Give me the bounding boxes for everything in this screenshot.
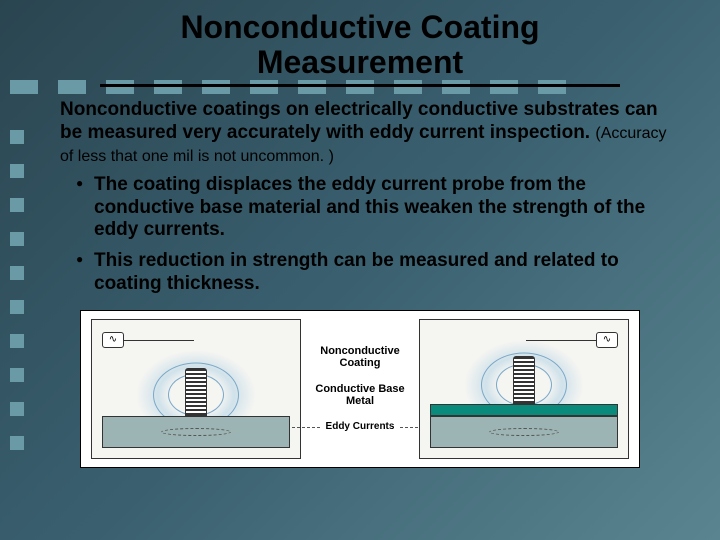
bullet-list: The coating displaces the eddy current p… xyxy=(76,174,660,296)
probe-lead xyxy=(526,340,596,341)
label-eddy-currents: Eddy Currents xyxy=(326,421,395,432)
bullet-item: This reduction in strength can be measur… xyxy=(76,250,660,296)
diagram-panel-right: ∿ xyxy=(419,319,629,459)
diagram-panel-left: ∿ xyxy=(91,319,301,459)
label-coating: Nonconductive Coating xyxy=(301,345,419,369)
diagram-center-labels: Nonconductive Coating Conductive Base Me… xyxy=(301,345,419,432)
slide-content: Nonconductive Coating Measurement Noncon… xyxy=(0,0,720,468)
intro-paragraph: Nonconductive coatings on electrically c… xyxy=(60,99,670,167)
probe-coil-icon xyxy=(185,368,207,416)
coating-layer xyxy=(430,404,618,416)
eddy-current-icon xyxy=(161,428,231,436)
intro-main-text: Nonconductive coatings on electrically c… xyxy=(60,99,658,143)
probe-lead xyxy=(124,340,194,341)
diagram-container: ∿ Nonconductive Coating Conductive Base … xyxy=(80,310,640,468)
meter-icon: ∿ xyxy=(102,332,124,348)
slide-title: Nonconductive Coating Measurement xyxy=(100,10,620,87)
bullet-item: The coating displaces the eddy current p… xyxy=(76,174,660,242)
probe-coil-icon xyxy=(513,356,535,404)
label-base-metal: Conductive Base Metal xyxy=(301,383,419,407)
meter-icon: ∿ xyxy=(596,332,618,348)
eddy-current-icon xyxy=(489,428,559,436)
